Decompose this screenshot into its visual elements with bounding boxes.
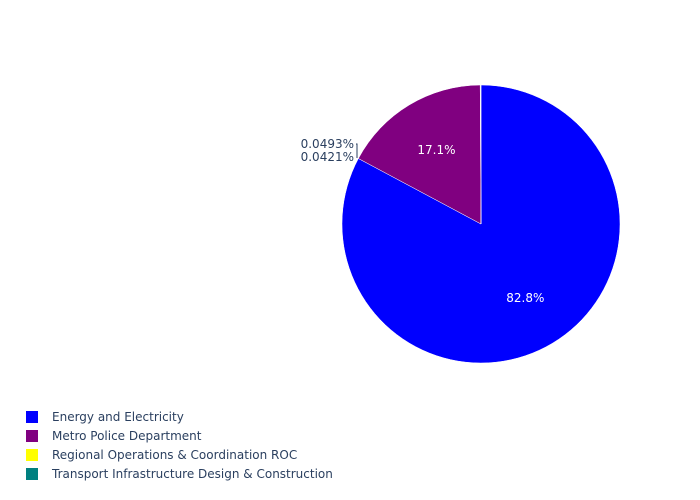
slice-label-energy: 82.8%: [506, 291, 544, 305]
pie-labels: 82.8% 17.1% 0.0493%0.0421%: [301, 137, 545, 305]
legend-item-transport[interactable]: Transport Infrastructure Design & Constr…: [26, 464, 333, 483]
legend-swatch-roc: [26, 448, 38, 461]
legend: Energy and Electricity Metro Police Depa…: [26, 407, 333, 483]
legend-label-roc: Regional Operations & Coordination ROC: [52, 447, 298, 462]
legend-swatch-transport: [26, 467, 38, 480]
pie-slice-metro-police[interactable]: [358, 84, 482, 225]
legend-item-metro-police[interactable]: Metro Police Department: [26, 426, 333, 445]
legend-label-transport: Transport Infrastructure Design & Constr…: [52, 466, 333, 481]
legend-label-metro-police: Metro Police Department: [52, 428, 202, 443]
slice-label-transport: 0.0421%: [301, 150, 354, 164]
legend-label-energy: Energy and Electricity: [52, 409, 184, 424]
legend-swatch-energy: [26, 410, 38, 423]
legend-item-energy[interactable]: Energy and Electricity: [26, 407, 333, 426]
legend-swatch-metro-police: [26, 429, 38, 442]
slice-label-metro-police: 17.1%: [417, 143, 455, 157]
leader-line: [356, 143, 358, 158]
pie-slices: [341, 84, 621, 364]
pie-slice-energy[interactable]: [341, 84, 621, 364]
slice-label-roc: 0.0493%: [301, 137, 354, 151]
legend-item-roc[interactable]: Regional Operations & Coordination ROC: [26, 445, 333, 464]
